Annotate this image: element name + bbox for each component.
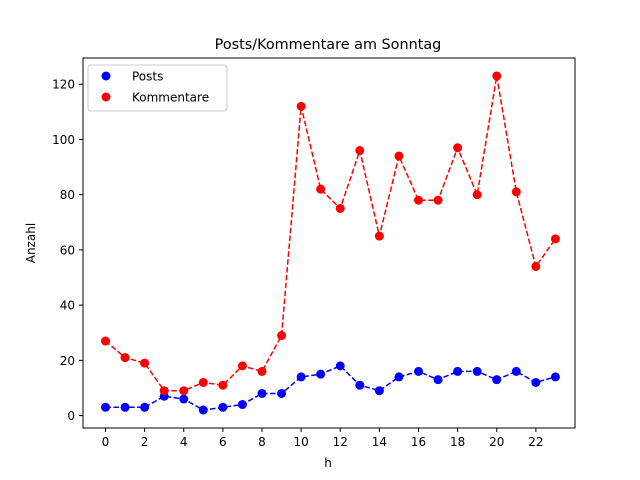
x-tick-label: 20 — [489, 435, 504, 449]
legend: Posts Kommentare — [87, 64, 228, 112]
data-point-posts — [335, 361, 345, 371]
data-point-posts — [100, 402, 110, 412]
series-line-kommentare — [105, 75, 557, 392]
x-tick-label: 2 — [141, 435, 149, 449]
y-tick-label: 0 — [67, 409, 75, 423]
y-axis-label: Anzahl — [24, 223, 38, 263]
data-point-kommentare — [159, 386, 169, 396]
y-tick-label: 80 — [60, 188, 75, 202]
data-point-posts — [198, 405, 208, 415]
data-point-posts — [413, 366, 423, 376]
data-point-kommentare — [296, 101, 306, 111]
data-point-kommentare — [277, 331, 287, 340]
data-point-posts — [550, 372, 560, 382]
data-point-posts — [179, 394, 189, 404]
legend-marker — [101, 71, 111, 81]
y-tick-label: 20 — [60, 354, 75, 368]
x-tick-label: 22 — [528, 435, 543, 449]
chart-title: Posts/Kommentare am Sonntag — [215, 37, 442, 53]
x-tick-label: 6 — [219, 435, 227, 449]
plot-area — [82, 57, 576, 429]
y-tick-label: 60 — [60, 243, 75, 257]
data-point-kommentare — [511, 187, 521, 197]
x-tick-label: 0 — [102, 435, 110, 449]
data-point-posts — [472, 366, 482, 376]
series-line-posts — [105, 364, 556, 411]
x-axis-label: h — [324, 456, 332, 470]
data-point-kommentare — [394, 151, 404, 161]
data-point-kommentare — [120, 353, 130, 363]
data-point-kommentare — [237, 361, 247, 371]
data-point-posts — [433, 375, 443, 385]
data-point-posts — [453, 366, 463, 376]
legend-marker — [101, 92, 111, 102]
x-tick-label: 16 — [411, 435, 426, 449]
data-point-posts — [394, 372, 404, 382]
data-point-kommentare — [257, 366, 267, 376]
data-point-kommentare — [492, 71, 502, 81]
data-point-kommentare — [355, 146, 365, 155]
legend-label: Kommentare — [132, 91, 209, 105]
data-point-kommentare — [140, 358, 150, 368]
legend-label: Posts — [132, 70, 163, 84]
data-point-kommentare — [472, 190, 482, 200]
legend-box — [87, 64, 228, 112]
data-point-kommentare — [335, 203, 345, 213]
data-point-posts — [218, 402, 228, 412]
data-point-kommentare — [100, 336, 110, 346]
y-tick-label: 40 — [60, 299, 75, 313]
data-point-posts — [492, 375, 502, 385]
x-tick-label: 14 — [372, 435, 387, 449]
x-tick-label: 4 — [180, 435, 188, 449]
data-point-posts — [277, 388, 287, 398]
y-tick-label: 100 — [52, 133, 75, 147]
x-tick-label: 8 — [258, 435, 266, 449]
data-point-kommentare — [550, 234, 560, 244]
data-point-posts — [257, 388, 267, 398]
data-point-kommentare — [413, 195, 423, 205]
data-point-posts — [316, 369, 326, 379]
data-point-kommentare — [179, 386, 189, 396]
x-tick-label: 10 — [293, 435, 308, 449]
data-point-posts — [120, 402, 130, 412]
data-point-kommentare — [453, 143, 463, 153]
data-point-kommentare — [433, 195, 443, 205]
x-tick-label: 12 — [333, 435, 348, 449]
data-point-posts — [140, 402, 150, 412]
data-point-kommentare — [218, 380, 228, 390]
y-tick-label: 120 — [52, 78, 75, 92]
data-point-posts — [237, 400, 247, 410]
data-point-posts — [355, 380, 365, 390]
data-point-posts — [296, 372, 306, 382]
data-point-posts — [511, 366, 521, 376]
data-point-kommentare — [316, 184, 326, 194]
data-point-kommentare — [374, 231, 384, 241]
data-point-kommentare — [198, 377, 208, 387]
data-point-posts — [374, 386, 384, 396]
data-point-posts — [531, 377, 541, 387]
data-point-kommentare — [531, 261, 541, 271]
x-tick-label: 18 — [450, 435, 465, 449]
